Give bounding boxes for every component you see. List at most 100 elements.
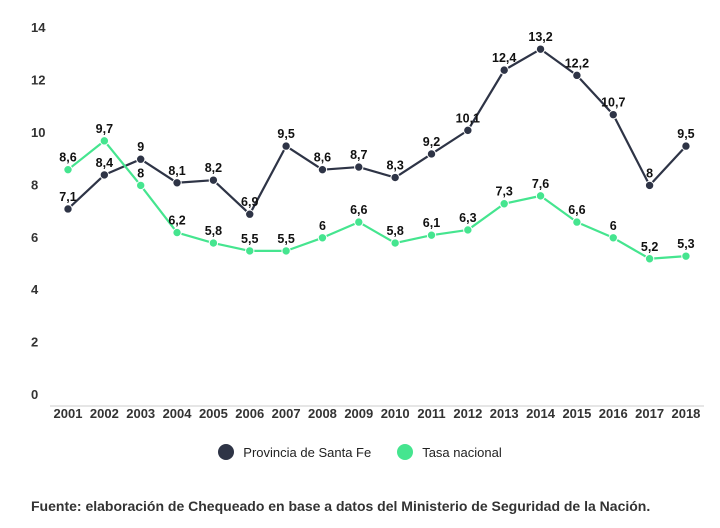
data-label: 5,5 [277,232,294,246]
legend-swatch-santa-fe [218,444,235,460]
data-label: 10,7 [601,96,625,110]
data-point[interactable] [136,154,146,164]
data-point[interactable] [608,109,618,120]
data-point[interactable] [390,172,400,183]
y-tick-label: 4 [31,282,39,297]
x-tick-label: 2007 [272,406,301,421]
y-tick-label: 0 [31,387,38,402]
data-point[interactable] [608,233,618,243]
data-label: 9,2 [423,135,440,149]
data-point[interactable] [281,246,291,256]
plot-area: 7,1 8,4 9 8,1 8,2 6,9 9,5 8,6 8,7 8,3 9,2 10,1 12,4 1… [59,30,695,264]
data-point[interactable] [281,141,291,151]
data-point[interactable] [390,238,400,248]
y-axis: 0 2 4 6 8 10 12 14 [31,20,46,402]
data-point[interactable] [499,199,509,209]
data-point[interactable] [63,204,73,214]
x-tick-label: 2011 [417,406,445,421]
data-label: 10,1 [456,111,480,125]
data-label: 9,5 [277,127,294,141]
data-label: 6,1 [423,216,440,230]
data-label: 6,9 [241,195,258,209]
data-point[interactable] [354,217,364,227]
data-label: 8,4 [96,156,113,170]
data-point[interactable] [63,164,73,175]
data-point[interactable] [317,233,328,243]
data-label: 8 [646,166,653,180]
data-label: 8,6 [314,151,331,165]
data-point[interactable] [99,136,110,146]
data-label: 7,1 [59,190,76,204]
data-label: 8,2 [205,161,222,175]
x-tick-label: 2002 [90,406,119,421]
data-label: 12,2 [565,56,589,70]
x-tick-label: 2018 [671,406,700,421]
data-point[interactable] [572,217,582,227]
data-point[interactable] [317,164,328,175]
data-label: 5,8 [205,224,222,238]
y-tick-label: 14 [31,20,46,35]
y-tick-label: 10 [31,125,45,140]
x-tick-label: 2003 [126,406,155,421]
data-point[interactable] [245,246,255,256]
data-point[interactable] [463,225,473,235]
data-point[interactable] [208,175,219,185]
data-point[interactable] [172,227,182,238]
data-label: 6,2 [168,214,185,228]
data-point[interactable] [681,141,691,151]
x-tick-label: 2006 [235,406,264,421]
data-label: 5,8 [386,224,403,238]
series-line-1 [67,139,687,260]
data-label: 8,6 [59,151,76,165]
x-tick-label: 2012 [453,406,482,421]
data-label: 13,2 [528,30,552,44]
data-point[interactable] [426,149,437,159]
data-point[interactable] [245,209,255,219]
data-label: 8,7 [350,148,367,162]
legend-item-santa-fe[interactable]: Provincia de Santa Fe [218,444,371,460]
data-point[interactable] [426,230,437,240]
y-tick-label: 6 [31,230,38,245]
x-tick-label: 2017 [635,406,664,421]
data-label: 8,1 [168,164,185,178]
data-label: 6 [610,219,617,233]
x-tick-label: 2005 [199,406,228,421]
data-point[interactable] [499,65,509,75]
data-point[interactable] [681,251,691,261]
data-label: 5,2 [641,240,658,254]
data-label: 9,7 [96,122,113,136]
data-point[interactable] [535,44,546,54]
data-point[interactable] [99,170,110,180]
legend-item-tasa-nacional[interactable]: Tasa nacional [397,444,502,460]
data-label: 5,3 [677,237,694,251]
data-point[interactable] [644,180,655,191]
legend: Provincia de Santa Fe Tasa nacional [0,444,720,460]
y-tick-label: 2 [31,335,38,350]
data-label: 6,3 [459,211,476,225]
data-point[interactable] [208,238,219,248]
x-tick-label: 2014 [526,406,556,421]
y-tick-label: 12 [31,73,45,88]
x-tick-label: 2004 [163,406,193,421]
x-tick-label: 2009 [344,406,373,421]
data-point[interactable] [535,191,546,201]
data-label: 7,6 [532,177,549,191]
data-label: 8,3 [386,159,403,173]
data-point[interactable] [354,162,364,172]
data-label: 7,3 [496,185,513,199]
x-tick-label: 2016 [599,406,628,421]
data-point[interactable] [136,180,146,191]
data-label: 9 [137,140,144,154]
x-tick-label: 2001 [54,406,83,421]
data-point[interactable] [572,70,582,81]
data-point[interactable] [463,125,473,136]
data-label: 12,4 [492,51,516,65]
data-point[interactable] [172,178,182,188]
legend-label-santa-fe: Provincia de Santa Fe [243,444,372,460]
data-label: 6 [319,219,326,233]
data-point[interactable] [644,254,655,264]
data-label: 8 [137,166,144,180]
x-tick-label: 2013 [490,406,519,421]
data-label: 6,6 [350,203,367,217]
line-chart: 0 2 4 6 8 10 12 14 2001 2002 2003 2004 2005 2006 2007… [31,20,704,421]
